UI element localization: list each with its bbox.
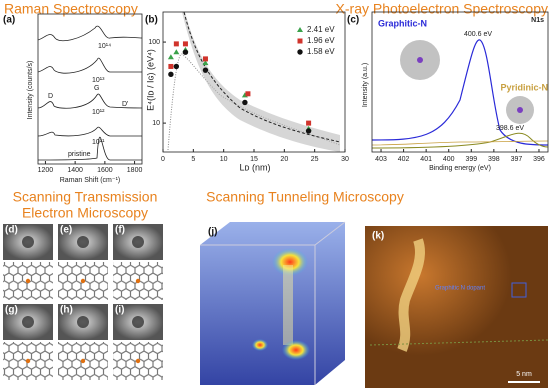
panel-title: N1s: [531, 17, 544, 24]
curve-label: 10¹⁴: [98, 43, 111, 50]
axis-label: Binding energy (eV): [429, 165, 491, 172]
point: [242, 99, 248, 106]
point: [202, 56, 208, 62]
y-tick-label: 100: [148, 39, 160, 46]
x-tick-label: 402: [398, 156, 410, 163]
point: [182, 49, 189, 55]
legend-label: 1.58 eV: [307, 47, 335, 56]
panel-label: (a): [3, 15, 15, 26]
x-tick-label: 400: [443, 156, 455, 163]
curve-label: 10¹³: [92, 77, 105, 84]
dopant: [80, 358, 86, 364]
panel-label: (c): [347, 15, 359, 26]
peak-label: G: [94, 85, 99, 92]
x-tick-label: 0: [161, 156, 165, 163]
stem-defect: [132, 316, 144, 328]
peak-name: Pyridinic-N: [500, 82, 548, 92]
panel-label: (h): [60, 305, 73, 316]
peak-label: D: [48, 93, 53, 100]
scale-bar: 5 nm: [516, 371, 532, 378]
stem-defect: [22, 316, 34, 328]
x-tick-label: 15: [250, 156, 258, 163]
x-tick-label: 30: [341, 156, 349, 163]
heading: Raman Spectroscopy: [4, 1, 138, 17]
axis-label: Intensity (a.u.): [362, 63, 369, 107]
x-tick-label: 10: [220, 156, 228, 163]
x-tick-label: 398: [488, 156, 500, 163]
stem-defect: [77, 236, 89, 248]
layout: [3, 11, 549, 388]
peak-label: D': [122, 101, 128, 108]
axis-label: Intensity (counts/s): [27, 61, 34, 120]
peak-position: 400.6 eV: [464, 31, 492, 38]
point: [305, 128, 312, 134]
panel-label: (e): [60, 225, 72, 236]
heading: Scanning Tunneling Microscopy: [206, 189, 404, 205]
point: [297, 38, 303, 44]
x-tick-label: 20: [280, 156, 288, 163]
x-tick-label: 399: [465, 156, 477, 163]
x-tick-label: 1800: [127, 167, 143, 174]
point: [168, 71, 174, 78]
x-tick-label: 397: [511, 156, 523, 163]
curve-label: pristine: [68, 151, 91, 158]
point: [202, 67, 209, 73]
axis-label: Raman Shift (cm⁻¹): [60, 177, 120, 184]
point: [297, 27, 303, 32]
x-tick-label: 403: [375, 156, 387, 163]
panel-label: (g): [5, 305, 18, 316]
curve-label: 10¹¹: [92, 139, 105, 146]
axis-label: Lᴅ (nm): [240, 162, 271, 172]
panel-label: (i): [115, 305, 124, 316]
heading: Electron Microscopy: [22, 205, 148, 221]
dopant: [135, 358, 141, 364]
x-tick-label: 5: [191, 156, 195, 163]
point: [173, 49, 180, 55]
x-tick-label: 1400: [67, 167, 83, 174]
x-tick-label: 396: [533, 156, 545, 163]
point: [245, 91, 251, 97]
panel-label: (k): [372, 231, 384, 242]
panel-label: (d): [5, 225, 18, 236]
point: [173, 41, 179, 47]
axis-frame: [371, 11, 549, 153]
point: [167, 54, 174, 60]
point: [297, 49, 303, 55]
dopant: [80, 278, 86, 284]
legend-label: 1.96 eV: [307, 36, 335, 45]
point: [182, 41, 188, 47]
point: [168, 63, 174, 69]
x-tick-label: 25: [311, 156, 319, 163]
peak-position: 398.6 eV: [496, 125, 524, 132]
stem-defect: [132, 236, 144, 248]
heading: X-ray Photoelectron Spectroscopy: [336, 1, 548, 17]
point: [202, 60, 209, 66]
annotation: Graphitic N dopant: [435, 286, 485, 292]
point: [306, 120, 312, 126]
legend-label: 2.41 eV: [307, 25, 335, 34]
point: [173, 63, 180, 70]
x-tick-label: 401: [420, 156, 432, 163]
panel-label: (b): [145, 15, 158, 26]
panel-label: (f): [115, 225, 125, 236]
curve-label: 10¹²: [92, 109, 105, 116]
axis-frame: [37, 13, 143, 165]
peak-name: Graphitic-N: [378, 18, 427, 28]
dopant: [135, 278, 141, 284]
dopant: [25, 278, 31, 284]
dopant: [25, 358, 31, 364]
x-tick-label: 1600: [97, 167, 113, 174]
panel-label: (j): [208, 227, 217, 238]
heading: Scanning Transmission: [13, 189, 158, 205]
y-tick-label: 10: [152, 120, 160, 127]
stem-defect: [22, 236, 34, 248]
x-tick-label: 1200: [38, 167, 54, 174]
axis-label: E⁴(Iᴅ / Iɢ) (eV⁴): [145, 49, 155, 111]
stem-defect: [77, 316, 89, 328]
